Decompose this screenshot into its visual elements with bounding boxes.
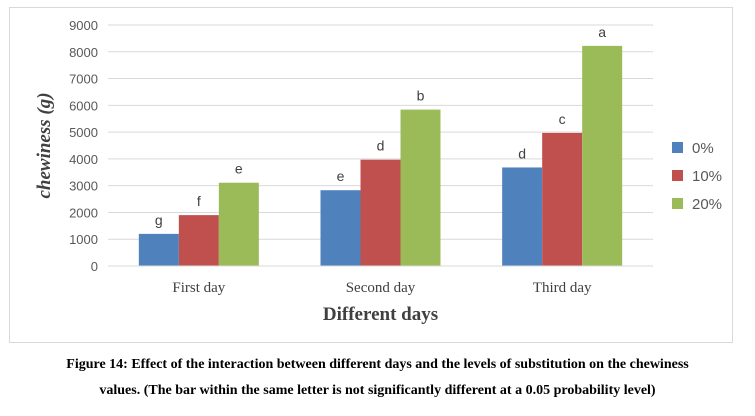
x-axis-categories: First day Second day Third day	[172, 280, 592, 296]
y-tick-label: 8000	[69, 45, 98, 60]
data-label: e	[337, 168, 345, 184]
y-tick-label: 3000	[69, 179, 98, 194]
bar	[178, 215, 219, 266]
x-category-label: Third day	[533, 280, 592, 296]
x-category-label: Second day	[346, 280, 416, 296]
legend: 0% 10% 20%	[672, 140, 722, 213]
figure-caption: Figure 14: Effect of the interaction bet…	[0, 352, 755, 404]
bar	[218, 182, 259, 266]
y-tick-label: 6000	[69, 98, 98, 113]
data-label: f	[197, 193, 201, 209]
data-labels: g f e e d b d c a	[155, 24, 606, 228]
bar	[320, 190, 361, 266]
data-label: e	[235, 161, 243, 177]
x-axis-title: Different days	[323, 304, 438, 325]
bar-chart: 0 1000 2000 3000 4000 5000 6000 7000 8000 9000 g f…	[34, 18, 722, 325]
legend-label: 10%	[692, 168, 722, 185]
data-label: b	[417, 88, 425, 104]
bar	[138, 233, 179, 266]
bar	[582, 45, 623, 267]
y-tick-label: 0	[91, 259, 98, 274]
data-label: d	[377, 138, 385, 154]
y-tick-label: 2000	[69, 205, 98, 220]
bar	[542, 132, 583, 266]
data-label: a	[598, 24, 606, 40]
legend-label: 20%	[692, 196, 722, 213]
bar	[502, 167, 543, 266]
y-tick-label: 5000	[69, 125, 98, 140]
data-label: d	[518, 145, 526, 161]
legend-swatch	[672, 198, 683, 209]
y-tick-label: 7000	[69, 72, 98, 87]
legend-swatch	[672, 142, 683, 153]
y-tick-label: 4000	[69, 152, 98, 167]
y-axis-title: chewiness (g)	[34, 92, 55, 198]
caption-line-2: values. (The bar within the same letter …	[99, 383, 656, 398]
caption-line-1: Figure 14: Effect of the interaction bet…	[66, 357, 689, 372]
bar	[360, 159, 401, 266]
legend-swatch	[672, 170, 683, 181]
data-label: g	[155, 212, 163, 228]
y-tick-label: 9000	[69, 18, 98, 33]
legend-label: 0%	[692, 140, 714, 157]
bar	[400, 109, 441, 267]
x-category-label: First day	[172, 280, 225, 296]
data-label: c	[559, 111, 566, 127]
bars	[138, 45, 623, 267]
y-tick-label: 1000	[69, 232, 98, 247]
y-axis-ticks: 0 1000 2000 3000 4000 5000 6000 7000 8000 9000	[69, 18, 98, 274]
